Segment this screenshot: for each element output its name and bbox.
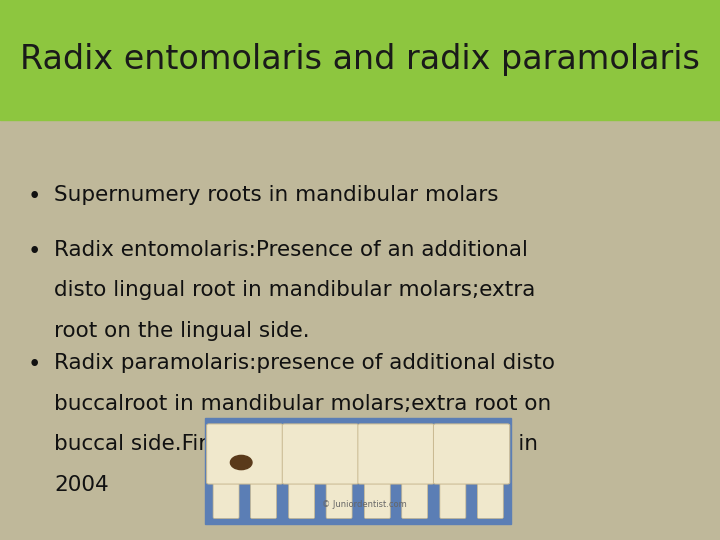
FancyBboxPatch shape	[477, 478, 503, 518]
FancyBboxPatch shape	[364, 478, 390, 518]
Text: •: •	[27, 240, 41, 262]
FancyBboxPatch shape	[433, 424, 510, 484]
Text: buccal side.First reported by De Moor et al in: buccal side.First reported by De Moor et…	[54, 434, 538, 454]
FancyBboxPatch shape	[251, 478, 276, 518]
FancyBboxPatch shape	[213, 478, 239, 518]
Text: disto lingual root in mandibular molars;extra: disto lingual root in mandibular molars;…	[54, 280, 536, 300]
FancyBboxPatch shape	[289, 478, 315, 518]
FancyBboxPatch shape	[207, 424, 283, 484]
FancyBboxPatch shape	[358, 424, 434, 484]
Bar	[0, 0, 720, 120]
Bar	[205, 418, 511, 524]
Text: © Juniordentist.com: © Juniordentist.com	[322, 500, 407, 509]
Text: 2004: 2004	[54, 475, 109, 495]
FancyBboxPatch shape	[440, 478, 466, 518]
Text: Radix paramolaris:presence of additional disto: Radix paramolaris:presence of additional…	[54, 353, 555, 373]
Bar	[0, 120, 720, 540]
Text: Supernumery roots in mandibular molars: Supernumery roots in mandibular molars	[54, 185, 498, 205]
Text: Radix entomolaris and radix paramolaris: Radix entomolaris and radix paramolaris	[20, 43, 700, 77]
Text: •: •	[27, 185, 41, 208]
FancyBboxPatch shape	[326, 478, 352, 518]
Text: •: •	[27, 353, 41, 376]
FancyBboxPatch shape	[402, 478, 428, 518]
FancyBboxPatch shape	[282, 424, 359, 484]
Text: buccalroot in mandibular molars;extra root on: buccalroot in mandibular molars;extra ro…	[54, 394, 552, 414]
Text: Radix entomolaris:Presence of an additional: Radix entomolaris:Presence of an additio…	[54, 240, 528, 260]
Text: root on the lingual side.: root on the lingual side.	[54, 321, 310, 341]
Ellipse shape	[230, 455, 252, 470]
